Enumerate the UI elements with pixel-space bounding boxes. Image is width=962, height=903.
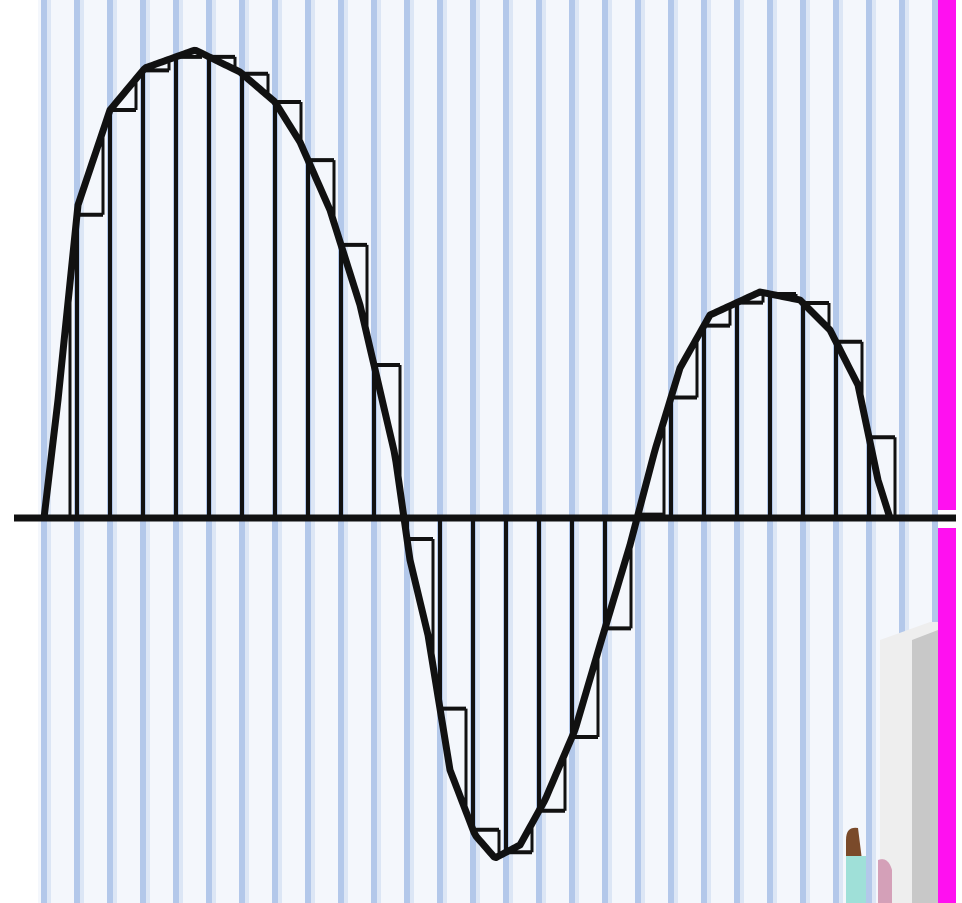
waveform [40,46,894,861]
edge-bar [938,528,956,903]
sample-grid [38,0,938,903]
edge-bar [938,0,956,510]
figure-body [846,856,866,903]
figure-hair [846,827,862,860]
panel-side [912,630,938,903]
figure-arm [878,859,892,903]
figure-fragment [846,622,938,903]
